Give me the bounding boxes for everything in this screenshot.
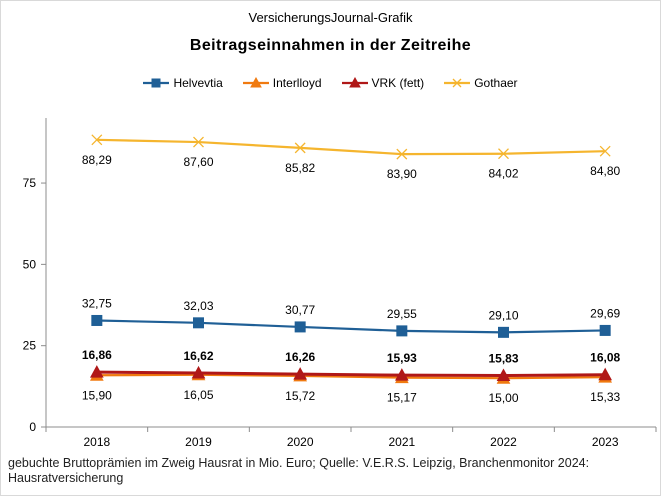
source-line: VersicherungsJournal-Grafik <box>248 10 413 25</box>
y-tick-label: 25 <box>23 339 37 353</box>
data-label: 16,86 <box>82 348 112 362</box>
data-point <box>396 148 408 160</box>
legend-swatch <box>341 77 368 88</box>
data-point <box>89 365 104 378</box>
legend-label: Helvevtia <box>173 76 223 90</box>
y-tick-label: 0 <box>29 420 36 434</box>
data-label: 84,80 <box>590 164 620 178</box>
data-point <box>293 367 308 380</box>
data-label: 16,05 <box>183 388 213 402</box>
data-label: 88,29 <box>82 153 112 167</box>
series-helvevtia <box>91 314 611 338</box>
data-label: 15,72 <box>285 389 315 403</box>
legend-swatch <box>143 78 170 88</box>
legend-swatch <box>242 77 269 88</box>
data-label: 29,55 <box>387 307 417 321</box>
data-label: 15,17 <box>387 391 417 405</box>
data-point <box>498 326 509 338</box>
x-tick-label: 2023 <box>592 435 619 449</box>
y-tick-label: 50 <box>23 257 37 271</box>
data-label: 29,10 <box>488 308 518 322</box>
data-label: 29,69 <box>590 306 620 320</box>
data-point <box>396 325 408 337</box>
legend: Helvevtia Interlloyd VRK (fett) Gothaer <box>0 76 661 90</box>
x-tick-label: 2019 <box>185 435 212 449</box>
data-label: 16,62 <box>183 349 213 363</box>
data-point <box>91 314 103 326</box>
legend-label: Interlloyd <box>272 76 322 90</box>
series-line <box>96 373 606 380</box>
legend-item: Gothaer <box>444 76 518 90</box>
series-gothaer <box>91 134 611 160</box>
data-point <box>498 148 509 160</box>
data-label: 85,82 <box>285 161 315 175</box>
x-tick-label: 2021 <box>388 435 415 449</box>
data-label: 15,93 <box>387 351 417 365</box>
legend-item: VRK (fett) <box>341 76 425 90</box>
data-point <box>193 136 204 148</box>
data-point <box>294 142 306 154</box>
data-point <box>598 367 613 381</box>
data-point <box>496 368 511 382</box>
series-line <box>96 138 606 156</box>
data-point <box>394 368 409 381</box>
x-tick-label: 2020 <box>287 435 314 449</box>
chart-title: Beitragseinnahmen in der Zeitreihe <box>189 37 472 54</box>
data-point <box>193 317 204 329</box>
series-line <box>96 370 606 378</box>
data-label: 16,26 <box>285 350 315 364</box>
data-label: 15,90 <box>82 388 112 402</box>
data-label: 15,00 <box>488 391 518 405</box>
x-tick-label: 2018 <box>83 435 110 449</box>
data-label: 32,03 <box>183 299 213 313</box>
data-label: 32,75 <box>82 296 112 310</box>
data-label: 30,77 <box>285 303 315 317</box>
legend-swatch <box>444 78 471 88</box>
data-point <box>294 321 306 333</box>
series-vrk-fett <box>89 365 613 382</box>
footnote: gebuchte Bruttoprämien im Zweig Hausrat … <box>8 456 590 485</box>
y-tick-label: 75 <box>23 176 37 190</box>
data-point <box>599 324 611 336</box>
data-label: 15,33 <box>590 390 620 404</box>
series-line <box>96 319 606 334</box>
data-point <box>599 145 611 157</box>
legend-item: Interlloyd <box>242 76 322 90</box>
legend-label: Gothaer <box>474 76 518 90</box>
data-label: 83,90 <box>387 167 417 181</box>
data-point <box>191 365 206 379</box>
data-label: 15,83 <box>488 352 518 366</box>
x-tick-label: 2022 <box>490 435 517 449</box>
legend-label: VRK (fett) <box>371 76 425 90</box>
data-label: 84,02 <box>488 167 518 181</box>
data-label: 87,60 <box>183 155 213 169</box>
data-point <box>91 134 103 146</box>
legend-item: Helvevtia <box>143 76 223 90</box>
data-label: 16,08 <box>590 351 620 365</box>
